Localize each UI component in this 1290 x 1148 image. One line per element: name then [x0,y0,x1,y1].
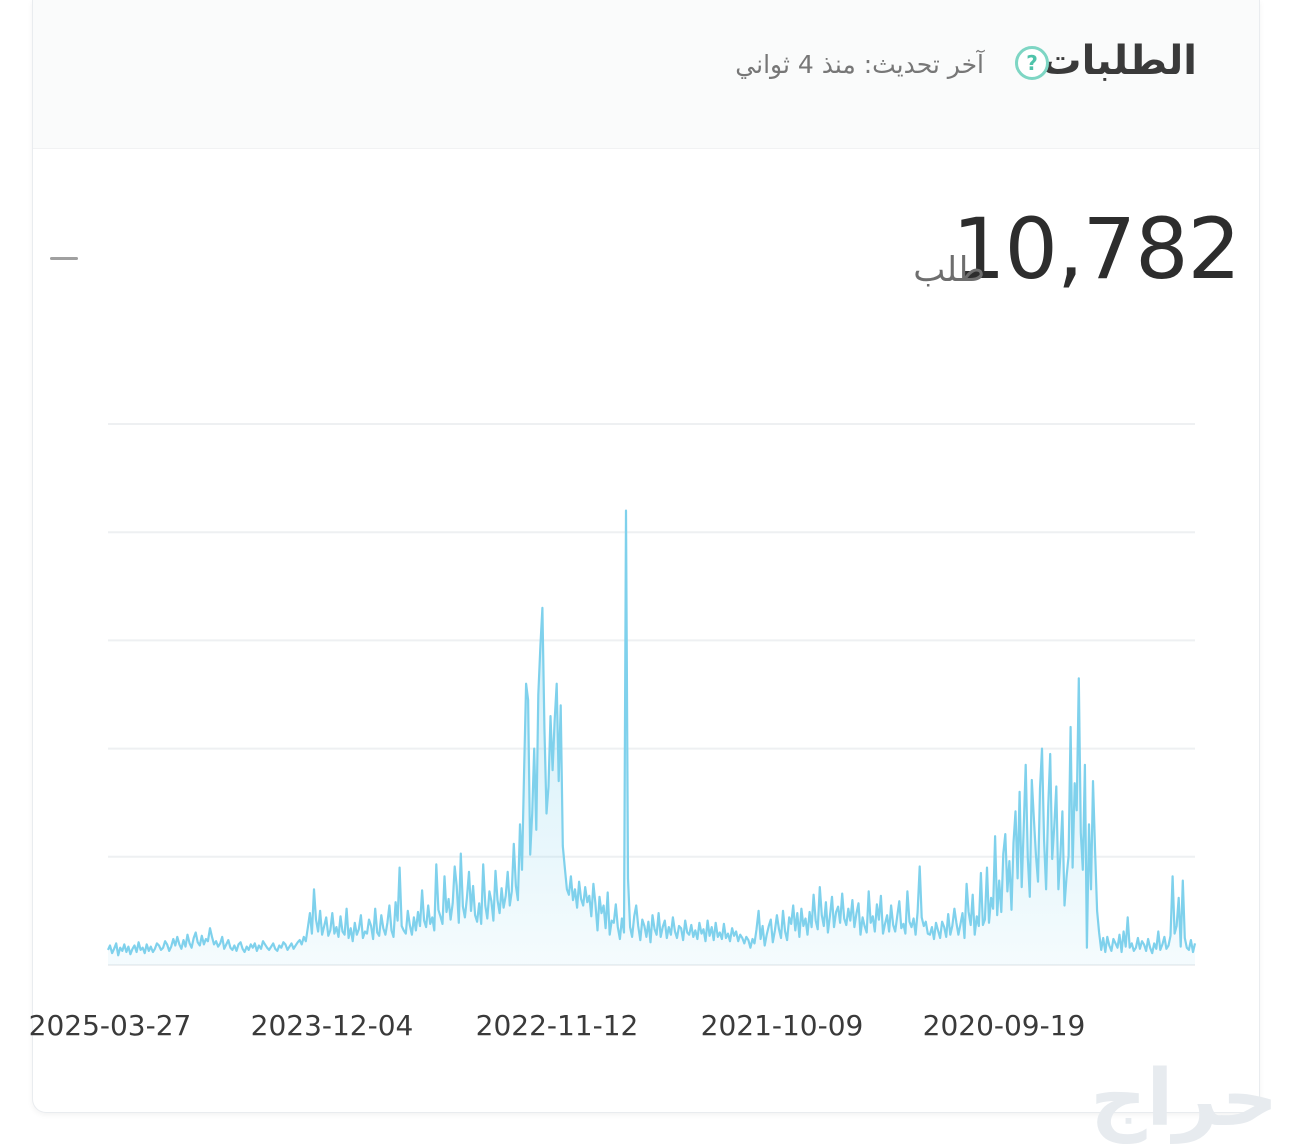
x-tick-label: 2020-09-19 [923,1009,1086,1042]
last-updated-text: آخر تحديث: منذ 4 ثواني [735,50,984,79]
requests-card: الطلبات ? آخر تحديث: منذ 4 ثواني [32,0,1260,1113]
question-circle-icon[interactable]: ? [1015,46,1049,80]
x-tick-label: 2022-11-12 [476,1009,639,1042]
card-header: الطلبات ? آخر تحديث: منذ 4 ثواني [33,0,1259,149]
haraj-watermark: حراج [1090,1054,1278,1144]
series-line [106,509,1197,957]
total-requests-unit: طلب [913,250,985,290]
collapse-icon[interactable] [50,257,78,260]
card-title: الطلبات [1041,38,1197,84]
series-area [108,510,1195,965]
x-tick-label: 2025-03-27 [29,1009,192,1042]
total-requests-value: 10,782 [952,200,1241,298]
x-tick-label: 2021-10-09 [701,1009,864,1042]
x-tick-label: 2023-12-04 [251,1009,414,1042]
